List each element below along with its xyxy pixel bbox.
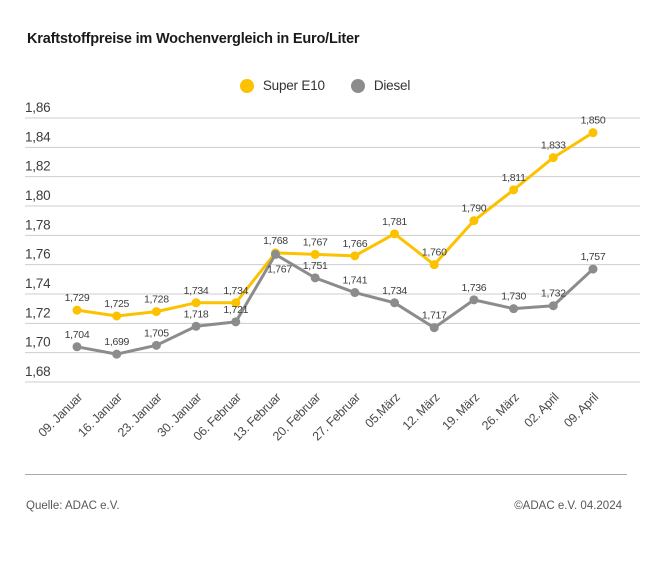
data-point-label-super-e10: 1,728	[144, 294, 169, 306]
x-axis-tick-label: 19. März	[439, 390, 482, 433]
data-point-super-e10	[588, 128, 598, 138]
data-point-super-e10	[429, 260, 439, 270]
data-point-super-e10	[509, 185, 519, 195]
data-point-label-super-e10: 1,768	[263, 235, 288, 247]
data-point-super-e10	[112, 311, 122, 321]
x-axis-tick-label: 05.März	[362, 390, 402, 430]
data-point-label-super-e10: 1,833	[541, 140, 566, 152]
data-point-super-e10	[350, 251, 360, 261]
data-point-label-diesel: 1,730	[501, 291, 526, 303]
x-axis-tick-label: 26. März	[479, 390, 522, 433]
y-axis-tick-label: 1,80	[25, 188, 50, 203]
data-point-super-e10	[548, 153, 558, 163]
data-point-diesel	[310, 273, 320, 283]
data-point-diesel	[469, 295, 479, 305]
legend-item-diesel: Diesel	[350, 78, 411, 93]
data-point-super-e10	[72, 305, 82, 315]
legend-label-diesel: Diesel	[373, 78, 411, 93]
data-point-diesel	[151, 340, 161, 350]
series-line-diesel	[76, 252, 595, 356]
data-point-diesel	[588, 264, 598, 274]
data-point-label-super-e10: 1,811	[502, 172, 526, 184]
data-point-super-e10	[469, 216, 479, 226]
data-point-label-super-e10: 1,725	[104, 298, 129, 310]
data-point-label-diesel: 1,732	[541, 288, 566, 300]
data-point-diesel	[429, 323, 439, 333]
y-axis-tick-label: 1,72	[25, 305, 50, 320]
data-point-label-super-e10: 1,790	[462, 203, 487, 215]
data-point-super-e10	[390, 229, 400, 239]
data-point-label-super-e10: 1,734	[184, 285, 209, 297]
data-point-label-super-e10: 1,734	[223, 285, 248, 297]
data-point-label-diesel: 1,741	[342, 275, 367, 287]
data-point-diesel	[350, 288, 360, 298]
y-axis-tick-label: 1,76	[25, 247, 50, 262]
copyright-note: ©ADAC e.V. 04.2024	[514, 500, 622, 512]
source-note: Quelle: ADAC e.V.	[26, 500, 120, 512]
y-axis-tick-label: 1,68	[25, 364, 50, 379]
data-point-label-diesel: 1,721	[223, 304, 248, 316]
data-point-diesel	[270, 249, 280, 259]
data-point-label-diesel: 1,705	[144, 327, 169, 339]
data-point-diesel	[548, 301, 558, 311]
legend-dot-diesel	[350, 78, 365, 93]
data-point-super-e10	[231, 298, 241, 308]
y-axis-tick-label: 1,86	[25, 100, 50, 115]
data-point-label-super-e10: 1,850	[581, 115, 606, 127]
y-axis-tick-label: 1,82	[25, 159, 50, 174]
data-point-label-diesel: 1,734	[382, 285, 407, 297]
y-axis-tick-label: 1,70	[25, 335, 50, 350]
data-point-label-diesel: 1,718	[184, 308, 209, 320]
data-point-diesel	[509, 304, 519, 314]
legend-label-super-e10: Super E10	[262, 78, 325, 93]
data-point-label-diesel: 1,757	[581, 251, 606, 263]
x-axis-tick-label: 02. April	[521, 390, 561, 430]
data-point-super-e10	[191, 298, 201, 308]
data-point-label-super-e10: 1,766	[342, 238, 367, 250]
data-point-label-diesel: 1,736	[462, 282, 487, 294]
y-axis-tick-label: 1,78	[25, 217, 50, 232]
y-axis-tick-label: 1,84	[25, 129, 51, 144]
series-line-super-e10	[76, 131, 594, 318]
chart-title: Kraftstoffpreise im Wochenvergleich in E…	[27, 31, 360, 47]
data-point-super-e10	[310, 249, 320, 259]
data-point-label-super-e10: 1,767	[303, 236, 328, 248]
legend: Super E10 Diesel	[0, 78, 650, 93]
legend-item-super-e10: Super E10	[239, 78, 325, 93]
data-point-diesel	[72, 342, 82, 352]
x-axis-tick-label: 12. März	[400, 390, 443, 433]
footer-divider	[25, 474, 627, 475]
data-point-diesel	[112, 349, 122, 359]
data-point-label-super-e10: 1,781	[382, 216, 407, 228]
x-axis-tick-label: 09. April	[561, 390, 601, 430]
data-point-label-diesel: 1,704	[65, 329, 90, 341]
data-point-label-diesel: 1,767	[267, 263, 292, 275]
data-point-diesel	[231, 317, 241, 327]
legend-dot-super-e10	[239, 78, 254, 93]
data-point-label-super-e10: 1,729	[65, 292, 90, 304]
data-point-label-diesel: 1,717	[422, 310, 447, 322]
data-point-super-e10	[151, 307, 161, 317]
data-point-label-super-e10: 1,760	[422, 247, 447, 259]
y-axis-tick-label: 1,74	[25, 276, 51, 291]
data-point-diesel	[191, 321, 201, 331]
data-point-label-diesel: 1,699	[104, 336, 129, 348]
data-point-label-diesel: 1,751	[303, 260, 328, 272]
data-point-diesel	[390, 298, 400, 308]
